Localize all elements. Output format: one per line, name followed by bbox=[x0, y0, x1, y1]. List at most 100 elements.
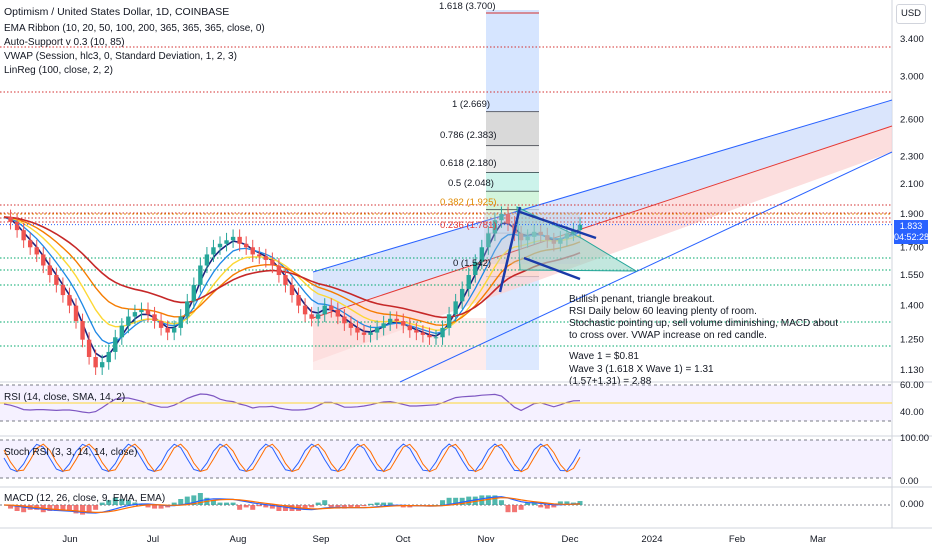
time-axis-tick: 2024 bbox=[641, 534, 662, 545]
rsi-pane-label[interactable]: RSI (14, close, SMA, 14, 2) bbox=[4, 392, 126, 403]
price-axis-tick: 2.600 bbox=[900, 115, 924, 126]
macd-histogram-bar bbox=[99, 502, 105, 505]
annotation-line-6: Wave 1 = $0.81 bbox=[569, 351, 639, 362]
candle-body bbox=[34, 247, 39, 255]
macd-histogram-bar bbox=[498, 500, 504, 505]
candle-body bbox=[420, 332, 426, 335]
candle-body bbox=[486, 233, 491, 248]
macd-histogram-bar bbox=[544, 505, 550, 509]
macd-histogram-bar bbox=[158, 505, 164, 509]
stoch-pane-label[interactable]: Stoch RSI (3, 3, 14, 14, close) bbox=[4, 447, 138, 458]
candle-body bbox=[126, 316, 131, 326]
candle-body bbox=[73, 305, 79, 322]
macd-histogram-bar bbox=[250, 505, 256, 510]
price-axis-tick: 1.250 bbox=[900, 335, 924, 346]
candle-body bbox=[348, 323, 354, 328]
candle-body bbox=[453, 301, 458, 315]
candle-body bbox=[80, 321, 85, 340]
fib-label-0: 0 (1.542) bbox=[453, 258, 492, 269]
fib-zone-upper bbox=[486, 10, 539, 112]
macd-histogram-bar bbox=[328, 505, 334, 508]
macd-histogram-bar bbox=[505, 505, 511, 513]
annotation-line-4: to cross over. VWAP increase on red cand… bbox=[569, 330, 767, 341]
time-axis-tick: Dec bbox=[562, 534, 579, 545]
indicator-auto-support[interactable]: Auto-Support v 0.3 (10, 85) bbox=[4, 37, 125, 48]
candle-body bbox=[230, 236, 236, 241]
indicator-linreg[interactable]: LinReg (100, close, 2, 2) bbox=[4, 65, 113, 76]
candle-body bbox=[145, 309, 151, 315]
channel-shade bbox=[313, 318, 486, 370]
candle-body bbox=[322, 305, 327, 315]
macd-histogram-bar bbox=[178, 499, 184, 505]
macd-histogram-bar bbox=[86, 505, 92, 514]
macd-histogram-bar bbox=[230, 502, 236, 505]
macd-histogram-bar bbox=[125, 500, 131, 505]
macd-histogram-bar bbox=[282, 505, 288, 511]
macd-histogram-bar bbox=[224, 502, 230, 505]
annotation-line-1: Bullish penant, triangle breakout. bbox=[569, 294, 715, 305]
macd-histogram-bar bbox=[256, 505, 262, 507]
candle-body bbox=[198, 265, 203, 285]
macd-histogram-bar bbox=[577, 501, 583, 505]
triangle-pattern bbox=[516, 206, 638, 272]
macd-histogram-bar bbox=[315, 502, 321, 505]
macd-histogram-bar bbox=[564, 501, 570, 505]
regression-channel-upper bbox=[313, 100, 892, 318]
candle-body bbox=[224, 240, 229, 244]
macd-histogram-bar bbox=[191, 495, 197, 505]
ema-line bbox=[3, 216, 581, 319]
candle-body bbox=[335, 309, 341, 317]
candle-body bbox=[342, 316, 347, 324]
macd-histogram-bar bbox=[557, 501, 563, 505]
macd-histogram-bar bbox=[322, 500, 328, 505]
time-axis-tick: Mar bbox=[810, 534, 826, 545]
candle-body bbox=[368, 332, 373, 335]
candle-body bbox=[466, 275, 471, 289]
candle-body bbox=[355, 327, 360, 333]
macd-histogram-bar bbox=[368, 503, 374, 505]
price-axis-tick: 1.400 bbox=[900, 301, 924, 312]
time-axis-tick: Oct bbox=[396, 534, 411, 545]
fib-label-1: 1 (2.669) bbox=[452, 99, 491, 110]
macd-histogram-bar bbox=[66, 505, 72, 511]
fib-label-0382: 0.382 (1.925) bbox=[440, 197, 497, 208]
candle-body bbox=[479, 247, 485, 262]
candle-body bbox=[152, 314, 157, 322]
candle-body bbox=[132, 312, 138, 317]
candle-body bbox=[315, 314, 321, 319]
candle-body bbox=[414, 330, 419, 333]
macd-histogram-bar bbox=[152, 505, 158, 509]
candle-body bbox=[440, 327, 445, 338]
candle-body bbox=[492, 220, 498, 234]
macd-histogram-bar bbox=[106, 500, 112, 505]
macd-histogram-bar bbox=[112, 497, 118, 505]
currency-button[interactable]: USD bbox=[896, 4, 926, 24]
candle-body bbox=[407, 325, 413, 331]
candle-body bbox=[577, 224, 583, 231]
candle-body bbox=[276, 265, 282, 276]
macd-histogram-bar bbox=[47, 505, 53, 511]
candle-body bbox=[446, 314, 452, 328]
ema-line bbox=[3, 216, 581, 327]
channel-line-upper bbox=[312, 99, 893, 273]
macd-histogram-bar bbox=[197, 493, 203, 505]
macd-pane-label[interactable]: MACD (12, 26, close, 9, EMA, EMA) bbox=[4, 493, 166, 504]
indicator-vwap[interactable]: VWAP (Session, hlc3, 0, Standard Deviati… bbox=[4, 51, 237, 62]
candle-body bbox=[302, 305, 308, 315]
candle-body bbox=[283, 275, 288, 285]
candle-body bbox=[571, 230, 576, 234]
macd-histogram-bar bbox=[518, 505, 524, 510]
macd-histogram-bar bbox=[263, 505, 269, 508]
candle-body bbox=[257, 254, 262, 257]
macd-histogram-bar bbox=[335, 505, 341, 509]
consolidation-box bbox=[484, 212, 580, 264]
indicator-ema-ribbon[interactable]: EMA Ribbon (10, 20, 50, 100, 200, 365, 3… bbox=[4, 23, 265, 34]
candle-body bbox=[505, 213, 511, 224]
chart-title: Optimism / United States Dollar, 1D, COI… bbox=[4, 6, 230, 18]
pennant-lower-line bbox=[523, 256, 581, 281]
stoch-tick-0: 0.00 bbox=[900, 476, 919, 487]
fib-zone-band bbox=[486, 172, 539, 192]
current-price-label: 1.833 04:52:28 bbox=[894, 220, 929, 244]
macd-histogram-bar bbox=[361, 505, 367, 507]
